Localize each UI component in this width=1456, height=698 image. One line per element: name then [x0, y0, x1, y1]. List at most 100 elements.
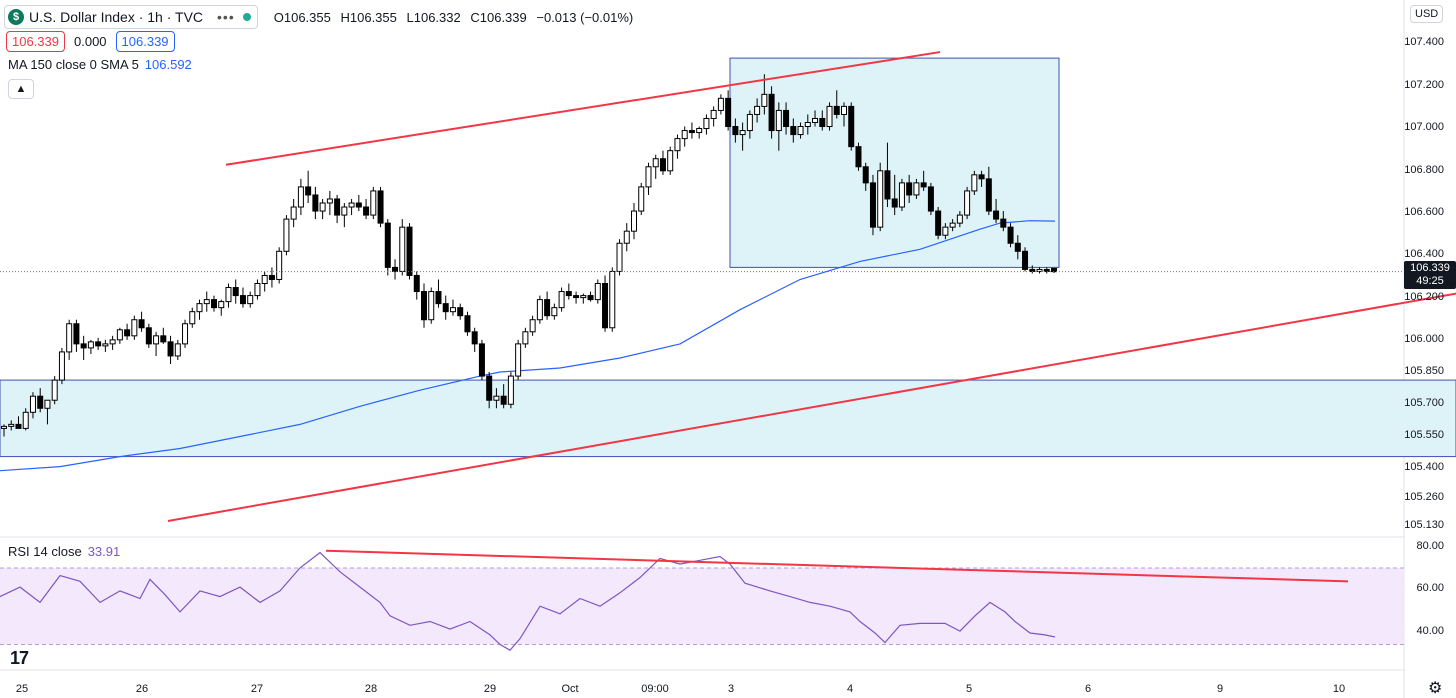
ma-legend[interactable]: MA 150 close 0 SMA 5 106.592	[8, 57, 192, 72]
candle	[268, 267, 275, 288]
time-tick: 26	[135, 683, 149, 695]
time-tick: 9	[1216, 683, 1224, 695]
dots-icon[interactable]: •••	[217, 9, 235, 25]
candle	[594, 279, 601, 304]
price-tick: 106.000	[1404, 333, 1444, 345]
candle-body	[160, 335, 167, 343]
candle-body	[949, 222, 956, 228]
candle-body	[746, 113, 753, 132]
candle-body	[406, 226, 413, 276]
candle-body	[124, 329, 131, 337]
candle-body	[826, 105, 833, 128]
candle	[326, 190, 333, 216]
candle	[51, 376, 58, 405]
candle-body	[167, 341, 174, 357]
candle-body	[182, 323, 189, 345]
rsi-legend[interactable]: RSI 14 close 33.91	[8, 544, 120, 559]
price-tick: 106.600	[1404, 206, 1444, 218]
last-price-value: 106.339	[1410, 262, 1450, 274]
candle-body	[790, 126, 797, 136]
rsi-layer	[0, 549, 1404, 651]
ohlc-low: L106.332	[406, 9, 461, 25]
candle-body	[1029, 268, 1036, 272]
candle	[428, 287, 435, 324]
candle-body	[95, 341, 102, 347]
candle	[305, 170, 312, 203]
candle	[522, 327, 529, 348]
symbol-legend: $ U.S. Dollar Index · 1h · TVC ••• O106.…	[4, 5, 639, 29]
candle-body	[457, 307, 464, 317]
candle	[956, 211, 963, 228]
candle	[652, 154, 659, 179]
candle	[942, 223, 949, 240]
candle	[739, 122, 746, 151]
candle	[457, 303, 464, 320]
candle	[312, 186, 319, 220]
candle	[985, 166, 992, 216]
candle	[392, 259, 399, 280]
candle-body	[464, 315, 471, 333]
candle	[869, 174, 876, 236]
candle-body	[486, 375, 493, 401]
zones-layer	[0, 57, 1456, 458]
candle	[565, 283, 572, 300]
price-tick: 105.700	[1404, 397, 1444, 409]
candle-body	[1, 425, 7, 429]
candle	[696, 126, 703, 139]
candle	[160, 327, 167, 344]
currency-button[interactable]: USD	[1410, 5, 1444, 23]
candle	[22, 408, 29, 431]
gear-icon[interactable]: ⚙	[1428, 680, 1443, 697]
candle-body	[297, 186, 304, 208]
candle-body	[551, 307, 558, 317]
time-tick: 29	[483, 683, 497, 695]
symbol-selector[interactable]: $ U.S. Dollar Index · 1h · TVC •••	[4, 5, 258, 29]
candle-body	[80, 343, 87, 349]
candle-body	[783, 109, 790, 128]
candle	[638, 182, 645, 216]
chevron-up-icon[interactable]: ▲	[8, 79, 34, 99]
candle-body	[377, 190, 384, 224]
candle-body	[174, 343, 181, 357]
sell-price-button[interactable]: 106.339	[6, 31, 65, 52]
candle-body	[51, 379, 58, 401]
market-status-icon	[242, 13, 251, 21]
candle	[949, 219, 956, 232]
candle-body	[602, 283, 609, 329]
candle-body	[696, 128, 703, 134]
buy-price-button[interactable]: 106.339	[115, 31, 175, 52]
candle-body	[261, 274, 268, 285]
candle-body	[66, 323, 73, 353]
candle	[710, 106, 717, 127]
candle	[573, 291, 580, 304]
candle-body	[754, 105, 761, 115]
candle-body	[891, 198, 898, 208]
candle-body	[565, 291, 572, 297]
candle-body	[203, 299, 210, 305]
price-tick: 106.400	[1404, 248, 1444, 260]
price-tick: 107.400	[1404, 36, 1444, 48]
candle	[247, 291, 254, 308]
time-tick: 27	[250, 683, 264, 695]
candle	[196, 299, 203, 320]
rsi-trendline	[325, 549, 1349, 583]
candle-body	[812, 117, 819, 123]
candle	[631, 203, 637, 240]
candle	[44, 399, 51, 425]
candle-body	[732, 126, 739, 136]
candle-body	[667, 150, 674, 172]
candle	[746, 110, 753, 139]
price-tick: 105.130	[1404, 519, 1444, 531]
price-tick: 106.200	[1404, 291, 1444, 303]
candle	[732, 118, 739, 143]
candle-body	[218, 301, 225, 309]
tradingview-logo-icon[interactable]: 17	[10, 648, 29, 668]
resistance-box	[729, 57, 1060, 268]
candle	[1022, 247, 1029, 272]
price-tick: 107.200	[1404, 79, 1444, 91]
candle	[906, 174, 913, 203]
candle	[95, 337, 102, 350]
trendlines-layer	[167, 51, 1456, 522]
candle-body	[971, 174, 978, 192]
